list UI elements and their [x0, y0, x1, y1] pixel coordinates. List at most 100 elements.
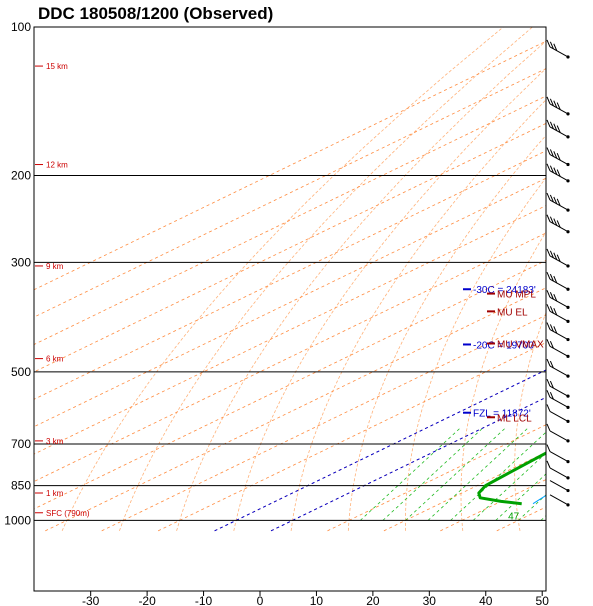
wind-barb-flag [546, 358, 551, 367]
wind-barb-flag [546, 163, 551, 172]
moist-adiabat [472, 452, 546, 521]
wind-barb-flag [549, 341, 554, 349]
reference-isotherm [270, 396, 546, 532]
wind-barbs [546, 39, 570, 507]
wind-barb-flag [546, 304, 551, 312]
dry-adiabat [233, 68, 546, 531]
wind-barb-station [566, 439, 570, 443]
isotherm [383, 451, 546, 532]
pressure-tick-label: 500 [11, 365, 31, 379]
wind-barb-flag [546, 339, 551, 347]
wind-barb-flag [546, 404, 551, 412]
wind-barb-flag [553, 218, 558, 226]
reference-isotherm [214, 369, 546, 532]
moist-adiabat [450, 431, 546, 521]
isotherm [34, 95, 546, 345]
wind-barb-flag [553, 43, 558, 51]
traces: 47 65 [477, 27, 593, 523]
wind-barb-staff [549, 467, 569, 479]
level-annotation-label: MU EL [497, 307, 528, 318]
isotherm [34, 150, 546, 400]
dry-adiabat [404, 176, 546, 531]
wind-barb-flag [546, 322, 551, 330]
virtual-temperature-trace [581, 27, 593, 504]
isotherm [45, 287, 546, 532]
wind-barb-flag [549, 380, 554, 389]
isotherm [214, 369, 546, 532]
wind-barb-station [566, 135, 570, 139]
dry-adiabat [119, 27, 533, 532]
wind-barb-station [566, 230, 570, 234]
wind-barb-station [566, 55, 570, 59]
wind-barb-flag [553, 167, 558, 175]
wind-barb-flag [549, 324, 554, 332]
wind-barb-flag [549, 121, 554, 129]
temperature-tick-label: -30 [82, 594, 100, 606]
wind-barb-flag [556, 169, 561, 177]
wind-barb-station [566, 208, 570, 212]
wind-barb-flag [553, 123, 558, 131]
wind-barb-flag [546, 444, 551, 452]
temperature-trace [573, 27, 593, 504]
surface-dewpoint-label: 47 [508, 512, 520, 523]
height-label: 3 km [46, 437, 64, 446]
isotherm [157, 342, 546, 532]
wind-barb-station [566, 305, 570, 309]
dry-adiabat [61, 27, 504, 532]
wind-barb-station [566, 287, 570, 291]
pressure-tick-label: 700 [11, 437, 31, 451]
level-annotation-label: ML LCL [497, 413, 532, 424]
wind-barb-flag [553, 326, 558, 334]
wind-barb-flag [553, 100, 558, 108]
isotherm [101, 314, 546, 532]
wind-barb-flag [556, 153, 561, 161]
wind-barb-station [566, 162, 570, 167]
wind-barb-flag [549, 306, 554, 314]
level-annotation-label: MU VMAX [497, 340, 544, 351]
isotherm [327, 424, 546, 532]
wind-barb-flag [546, 214, 551, 222]
wind-barb-station [566, 405, 570, 409]
wind-barb-station [566, 394, 570, 398]
pressure-tick-label: 300 [11, 255, 31, 269]
wind-barb-flag [549, 392, 554, 400]
pressure-tick-label: 1000 [4, 513, 31, 527]
height-labels: 15 km 12 km 9 km 6 km 3 km 1 km SFC (790m) [35, 62, 90, 518]
wind-barb-flag [549, 98, 554, 106]
isotherm [34, 68, 546, 318]
level-annotation-label: MU MPL [497, 290, 536, 301]
temperature-tick-label: 50 [536, 594, 550, 606]
wind-barb-flag [553, 307, 558, 316]
wind-barb-flag [549, 216, 554, 224]
wind-barb-staff [549, 451, 569, 463]
wind-barb-flag [553, 293, 558, 302]
wind-barb-flag [546, 192, 551, 201]
wind-barb-flag [549, 149, 554, 157]
parcel-path-trace [556, 27, 593, 504]
dry-adiabat [290, 99, 546, 531]
moist-adiabat [405, 427, 506, 521]
temperature-tick-label: -20 [138, 594, 156, 606]
moist-adiabat [586, 428, 593, 520]
chart-title: DDC 180508/1200 (Observed) [38, 4, 273, 23]
temperature-tick-label: 20 [366, 594, 380, 606]
wind-barb-flag [546, 378, 551, 387]
wind-barb-station [566, 179, 570, 183]
surface-temperature-label: 65 [566, 512, 578, 523]
dry-adiabat [460, 231, 546, 531]
temperature-axis: -30 -20 -10 0 10 20 30 40 50 [82, 591, 549, 606]
dry-adiabat [566, 27, 593, 531]
wind-barb-flag [546, 39, 551, 48]
pressure-axis: 100 200 300 500 700 850 1000 [4, 20, 31, 527]
wind-barb-station [566, 319, 570, 323]
dry-adiabat [514, 311, 546, 531]
height-label: SFC (790m) [46, 509, 90, 518]
wind-barb-flag [546, 460, 551, 469]
wind-barb-flag [556, 254, 561, 262]
wind-barb-flag [546, 147, 551, 155]
wind-barb-station [566, 488, 570, 493]
height-label: 9 km [46, 262, 64, 271]
wind-barb-staff [549, 410, 569, 422]
wind-barb-station [566, 374, 570, 378]
